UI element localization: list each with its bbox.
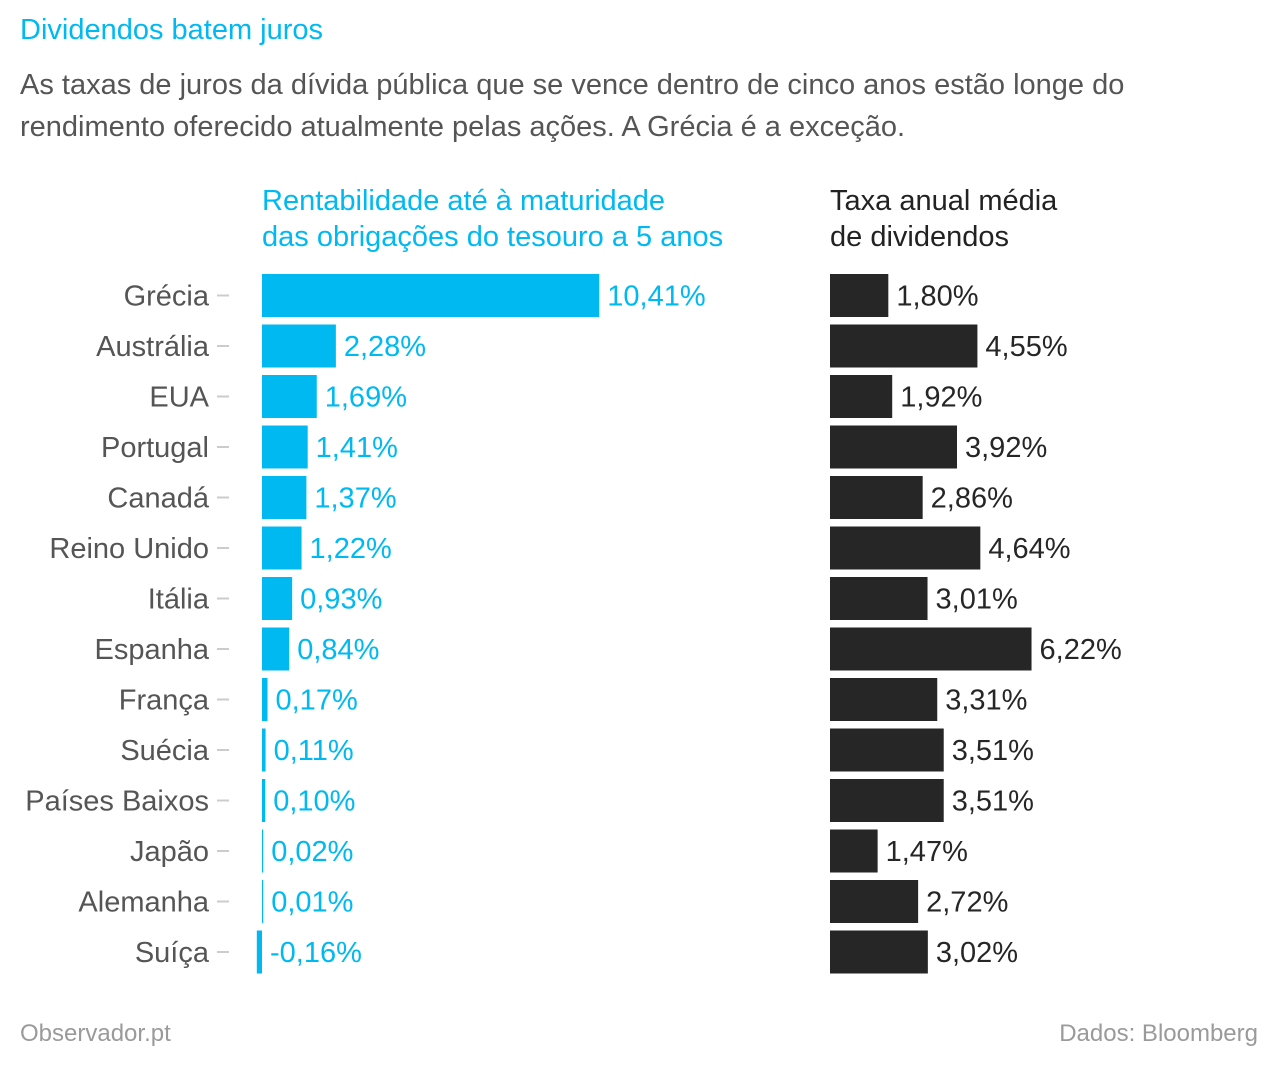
yield-column-title-line-2: das obrigações do tesouro a 5 anos <box>262 221 724 253</box>
footer-source: Dados: Bloomberg <box>1059 1020 1258 1047</box>
category-label: Japão <box>130 836 209 868</box>
yield-value-label: 0,10% <box>273 786 355 818</box>
category-label: Reino Unido <box>49 533 209 565</box>
yield-bar <box>262 577 293 620</box>
dividend-value-label: 2,72% <box>926 887 1008 919</box>
category-label: Itália <box>148 584 210 616</box>
yield-bar <box>256 930 262 974</box>
category-label: Espanha <box>95 634 210 666</box>
yield-value-label: 0,01% <box>271 887 353 919</box>
yield-bar <box>262 678 268 721</box>
yield-bar <box>262 274 600 317</box>
dividend-bar <box>830 880 919 923</box>
yield-value-label: 0,02% <box>271 836 353 868</box>
chart-title: Dividendos batem juros <box>20 14 324 46</box>
dividend-value-label: 4,64% <box>988 533 1070 565</box>
yield-bar <box>262 627 290 671</box>
dividend-bar <box>830 274 889 317</box>
yield-bar <box>262 728 266 772</box>
dividend-value-label: 3,92% <box>965 432 1047 464</box>
dividend-value-label: 3,02% <box>936 937 1018 969</box>
category-label: Canadá <box>107 483 209 515</box>
yield-value-label: 2,28% <box>344 331 426 363</box>
yield-value-label: 1,69% <box>325 382 407 414</box>
category-label: Austrália <box>96 331 210 363</box>
yield-bar <box>262 476 307 519</box>
category-label: Suíça <box>135 937 210 969</box>
category-label: Grécia <box>124 281 210 313</box>
dividend-value-label: 3,31% <box>945 685 1027 717</box>
dividend-bar <box>830 375 893 418</box>
dividend-bar <box>830 779 944 822</box>
yield-value-label: 1,37% <box>314 483 396 515</box>
dividend-value-label: 3,51% <box>952 735 1034 767</box>
dividend-column-title-line-1: Taxa anual média <box>830 185 1058 217</box>
category-label: Países Baixos <box>25 786 209 818</box>
dividend-bar <box>830 425 958 469</box>
dividend-value-label: 1,47% <box>886 836 968 868</box>
dividend-bar <box>830 476 923 519</box>
dividend-bar <box>830 829 878 873</box>
dividend-bar <box>830 627 1032 671</box>
category-label: Alemanha <box>78 887 209 919</box>
yield-value-label: 0,84% <box>297 634 379 666</box>
dividend-value-label: 3,51% <box>952 786 1034 818</box>
yield-value-label: 0,11% <box>274 735 354 767</box>
yield-bar <box>262 324 336 368</box>
yield-bar <box>262 880 264 923</box>
yield-value-label: 1,22% <box>310 533 392 565</box>
yield-value-label: 0,93% <box>300 584 382 616</box>
dividend-value-label: 1,80% <box>896 281 978 313</box>
dividend-value-label: 1,92% <box>900 382 982 414</box>
yield-bar <box>262 526 302 570</box>
dividend-bar <box>830 526 981 570</box>
dividend-value-label: 4,55% <box>985 331 1067 363</box>
yield-value-label: 10,41% <box>607 281 705 313</box>
category-label: Portugal <box>101 432 209 464</box>
category-label: EUA <box>149 382 209 414</box>
yield-column-title-line-1: Rentabilidade até à maturidade <box>262 185 666 217</box>
category-label: Suécia <box>120 735 210 767</box>
yield-value-label: 1,41% <box>316 432 398 464</box>
footer-publisher: Observador.pt <box>20 1020 171 1047</box>
dividend-column-title-line-2: de dividendos <box>830 221 1009 253</box>
dividend-bar <box>830 678 938 721</box>
yield-bar <box>262 779 266 822</box>
dividend-bar <box>830 728 944 772</box>
dividend-value-label: 3,01% <box>936 584 1018 616</box>
dividend-value-label: 2,86% <box>931 483 1013 515</box>
bar-chart: Grécia 10,41% 1,80% Austrália 2,28% 4,55% EUA 1… <box>25 274 1122 974</box>
yield-bar <box>262 829 264 873</box>
yield-bar <box>262 425 308 469</box>
yield-value-label: 0,17% <box>276 685 358 717</box>
yield-bar <box>262 375 317 418</box>
dividend-bar <box>830 577 928 620</box>
chart-subtitle: As taxas de juros da dívida pública que … <box>20 69 1125 143</box>
dividend-bar <box>830 930 928 974</box>
dividend-bar <box>830 324 978 368</box>
dividend-value-label: 6,22% <box>1040 634 1122 666</box>
category-label: França <box>119 685 210 717</box>
yield-column-title: Rentabilidade até à maturidade das obrig… <box>262 183 723 255</box>
dividend-column-title: Taxa anual média de dividendos <box>830 183 1057 255</box>
yield-value-label: -0,16% <box>270 937 362 969</box>
